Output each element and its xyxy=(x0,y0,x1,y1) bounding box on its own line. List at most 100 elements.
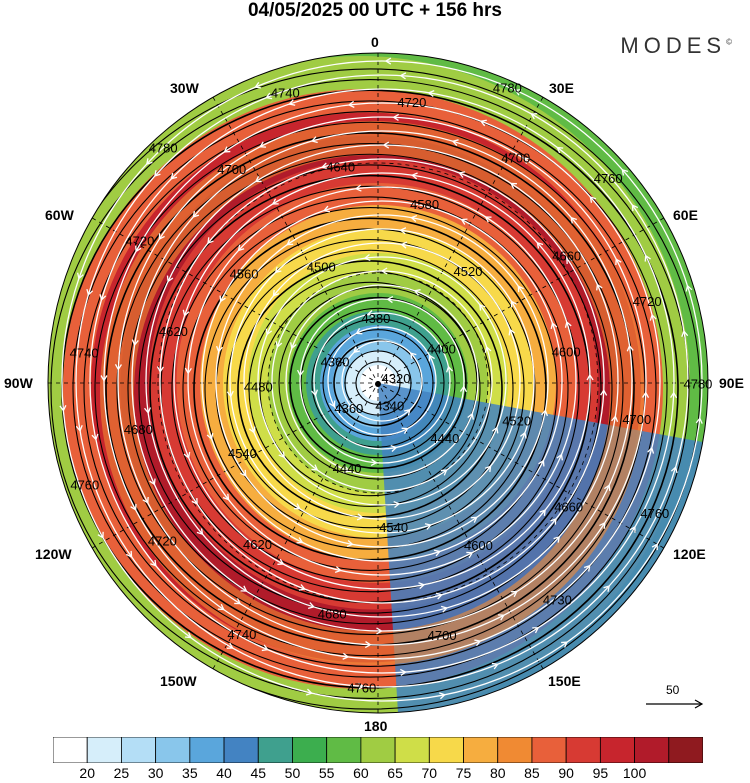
arrow-right-icon xyxy=(646,699,704,709)
streamline-arrow xyxy=(404,408,411,416)
brand-mark: © xyxy=(726,37,732,47)
contour-label: 4440 xyxy=(333,461,362,476)
contour-label: 4360 xyxy=(321,355,350,370)
lon-label-120e: 120E xyxy=(673,546,706,562)
contour-label: 4340 xyxy=(375,399,404,414)
streamline-arrow xyxy=(561,641,568,648)
streamline-arrow xyxy=(440,605,448,613)
contour-label: 4720 xyxy=(397,95,426,110)
streamline-arrow xyxy=(510,590,518,598)
streamline-arrow xyxy=(305,688,313,696)
streamline-arrow xyxy=(184,367,192,375)
streamline-arrow xyxy=(459,385,468,393)
colorbar-label: 80 xyxy=(489,765,506,781)
streamline xyxy=(117,116,647,646)
streamline xyxy=(89,88,675,674)
streamline-arrow xyxy=(439,692,446,700)
streamline-arrow xyxy=(355,328,363,335)
streamline-arrow xyxy=(491,662,499,670)
colorbar-label: 70 xyxy=(421,765,438,781)
streamline-arrow xyxy=(143,407,152,415)
streamline-arrow xyxy=(550,321,558,330)
height-contour xyxy=(300,307,456,459)
colorbar-label: 40 xyxy=(216,765,232,781)
colorbar-swatch xyxy=(565,737,601,763)
streamline-arrow xyxy=(206,432,214,441)
streamline-arrow xyxy=(484,465,492,473)
streamline-arrow xyxy=(519,431,527,439)
contour-label: 4700 xyxy=(217,162,246,177)
streamline-arrow xyxy=(192,211,200,218)
streamline-arrow xyxy=(629,525,636,533)
streamline-arrow xyxy=(288,99,296,106)
streamline-arrow xyxy=(433,549,442,557)
height-contour xyxy=(138,164,602,614)
contour-label: 4380 xyxy=(361,311,390,326)
streamline-arrow xyxy=(364,640,372,649)
streamline-arrow xyxy=(392,113,400,122)
streamline-arrow xyxy=(530,113,538,120)
streamline xyxy=(201,200,563,562)
streamline-arrow xyxy=(553,535,561,543)
streamline-arrow xyxy=(265,328,273,336)
streamline-arrow xyxy=(550,517,557,525)
contour-label: 4520 xyxy=(502,413,531,428)
height-contour xyxy=(72,100,668,678)
contour-label: 4780 xyxy=(149,141,178,156)
colorbar-label: 30 xyxy=(147,765,164,781)
lon-label-60e: 60E xyxy=(673,207,698,223)
streamline-arrow xyxy=(621,168,629,176)
streamline-arrow xyxy=(615,258,622,266)
colorbar-swatch xyxy=(257,737,293,763)
height-contour xyxy=(278,286,478,480)
streamline-arrow xyxy=(240,585,248,592)
streamline-arrow xyxy=(265,92,273,100)
streamline-arrow xyxy=(604,484,611,492)
streamline-arrow xyxy=(347,403,355,410)
streamline-arrow xyxy=(517,285,524,293)
contour-label: 4520 xyxy=(454,264,483,279)
streamline-arrow xyxy=(347,100,355,108)
contour-label: 4700 xyxy=(622,412,651,427)
colorbar-swatch xyxy=(189,737,225,763)
contour-label: 4730 xyxy=(543,592,572,607)
streamline-arrow xyxy=(125,550,133,558)
streamline-arrow xyxy=(470,516,478,523)
streamline xyxy=(145,144,619,618)
contour-label: 4720 xyxy=(148,533,177,548)
streamline xyxy=(243,242,521,520)
contour-label: 4780 xyxy=(683,377,712,392)
streamline-arrow xyxy=(484,345,492,353)
streamline-arrow xyxy=(410,172,418,180)
contour-label: 4400 xyxy=(427,341,456,356)
contour-label: 4620 xyxy=(243,537,272,552)
streamline-arrow xyxy=(532,627,540,634)
contour-label: 4760 xyxy=(640,506,669,521)
streamline-arrow xyxy=(451,139,459,147)
streamline-arrow xyxy=(556,146,564,154)
colorbar-swatch xyxy=(121,737,157,763)
contour-label: 4680 xyxy=(124,422,153,437)
streamline-arrow xyxy=(131,339,139,347)
streamline-arrow xyxy=(363,254,371,262)
streamline-arrow xyxy=(145,158,153,165)
colorbar-swatch xyxy=(599,737,635,763)
colorbar-swatch xyxy=(668,737,703,763)
streamline-arrow xyxy=(681,330,689,337)
streamline-arrow xyxy=(685,284,693,292)
lon-label-60w: 60W xyxy=(45,207,74,223)
streamline-arrow xyxy=(334,566,342,574)
height-contour xyxy=(50,79,690,699)
streamline-arrow xyxy=(293,503,301,510)
streamline-arrow xyxy=(219,295,226,303)
contour-label: 4600 xyxy=(464,538,493,553)
lon-label-90e: 90E xyxy=(719,375,744,391)
height-contour xyxy=(182,207,558,571)
colorbar-labels: 20 25 30 35 40 45 50 55 60 65 70 75 80 85 90 95 100 xyxy=(0,765,750,783)
streamline-arrow xyxy=(248,426,256,434)
streamline-arrow xyxy=(651,543,658,551)
streamline-arrow xyxy=(538,459,545,467)
streamline-arrow xyxy=(223,146,231,153)
wind-streamlines xyxy=(59,57,703,702)
contour-label: 4680 xyxy=(318,607,347,622)
